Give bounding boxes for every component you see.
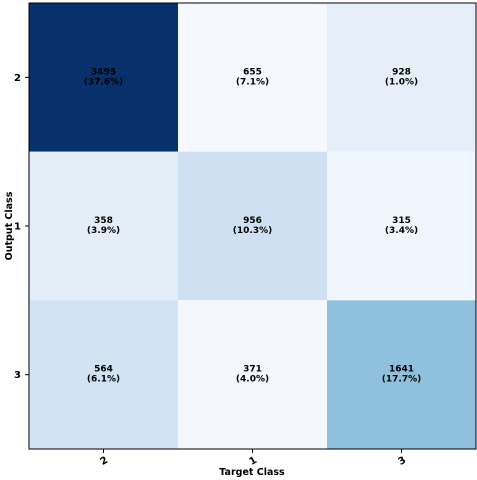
cell-count-label: 315	[392, 216, 411, 226]
heatmap-cell	[327, 300, 476, 449]
cell-percent-label: (37.6%)	[84, 77, 123, 87]
x-axis-label: Target Class	[219, 467, 285, 478]
cell-count-label: 3495	[91, 67, 116, 77]
cells-layer: 3495(37.6%) 655(7.1%) 928(1.0%) 358(3.9%) 95…	[29, 3, 476, 449]
cell-count-label: 956	[243, 216, 262, 226]
heatmap-cell	[178, 151, 327, 301]
ticks-layer: 2 1 3 2 1 3	[14, 73, 408, 468]
cell-percent-label: (1.0%)	[385, 77, 418, 87]
cell-percent-label: (10.3%)	[233, 226, 272, 236]
y-tick-label: 2	[14, 73, 21, 84]
heatmap-cell	[178, 3, 327, 152]
cell-percent-label: (17.7%)	[382, 375, 421, 385]
heatmap-cell	[29, 300, 178, 449]
x-tick-label: 3	[396, 455, 408, 468]
heatmap-cell	[178, 300, 327, 449]
heatmap-cell	[29, 151, 178, 301]
x-tick-label: 2	[98, 455, 110, 468]
heatmap-cell	[29, 3, 178, 152]
cell-percent-label: (7.1%)	[236, 77, 269, 87]
x-tick-label: 1	[247, 455, 259, 468]
cell-count-label: 655	[243, 67, 262, 77]
heatmap-cell	[327, 3, 476, 152]
y-tick-label: 1	[14, 222, 21, 233]
cell-percent-label: (6.1%)	[87, 375, 120, 385]
cell-count-label: 1641	[389, 365, 414, 375]
y-tick-label: 3	[14, 370, 21, 381]
cell-count-label: 564	[94, 365, 113, 375]
heatmap-cell	[327, 151, 476, 301]
cell-percent-label: (3.4%)	[385, 226, 418, 236]
y-axis-label: Output Class	[4, 191, 15, 260]
cell-percent-label: (4.0%)	[236, 375, 269, 385]
cell-percent-label: (3.9%)	[87, 226, 120, 236]
cell-count-label: 371	[243, 365, 262, 375]
cell-count-label: 358	[94, 216, 113, 226]
cell-count-label: 928	[392, 67, 411, 77]
